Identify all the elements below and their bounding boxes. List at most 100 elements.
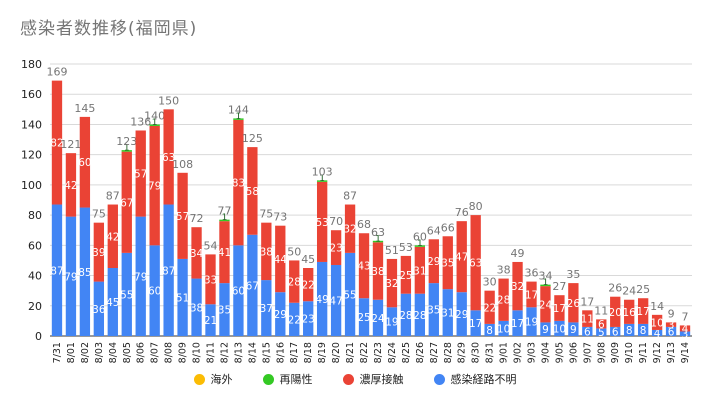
bar-segment (51, 80, 63, 205)
legend-item-unknown-route: 感染経路不明 (433, 371, 517, 387)
bar-segment (372, 240, 384, 243)
segment-label: 6 (598, 319, 605, 331)
segment-label: 24 (539, 299, 553, 311)
segment-label: 23 (329, 243, 342, 255)
segment-label: 1 (236, 112, 242, 122)
bar-segment (400, 293, 412, 336)
bar-segment (107, 268, 118, 336)
x-tick-label: 8/06 (136, 342, 147, 363)
segment-label: 32 (343, 224, 356, 236)
bar-segment (540, 284, 551, 287)
bar-segment (484, 290, 495, 324)
segment-label: 60 (148, 286, 161, 298)
x-tick-label: 8/10 (192, 342, 203, 363)
total-label: 87 (106, 190, 120, 203)
bar-segment (540, 322, 551, 336)
x-tick-label: 8/02 (80, 342, 91, 363)
bar-segment (498, 278, 509, 321)
total-label: 26 (608, 282, 622, 295)
segment-label: 1 (152, 118, 158, 128)
bar-segment (665, 326, 677, 336)
legend-swatch-close-contact (342, 373, 354, 385)
bar-segment (637, 323, 649, 336)
segment-label: 8 (626, 325, 633, 337)
bar-segment (163, 109, 174, 205)
y-tick-label: 180 (21, 58, 42, 71)
total-label: 17 (580, 295, 594, 308)
bar-segment (400, 255, 412, 294)
total-label: 45 (301, 253, 315, 266)
bar-segment (610, 326, 621, 336)
segment-label: 41 (218, 247, 231, 259)
bar-segment (344, 252, 356, 336)
total-label: 25 (636, 283, 650, 296)
x-tick-label: 8/22 (359, 342, 370, 363)
bar-segment (526, 281, 537, 308)
total-label: 140 (144, 109, 165, 122)
total-label: 34 (538, 270, 552, 283)
bar-segment (121, 151, 132, 253)
segment-label: 43 (357, 261, 370, 273)
x-tick-label: 8/29 (457, 342, 468, 363)
y-tick-label: 100 (21, 179, 42, 192)
y-tick-label: 140 (21, 118, 42, 131)
segment-label: 10 (553, 323, 566, 335)
bar-segment (582, 326, 593, 336)
bar-segment (637, 298, 649, 324)
bar-segment (219, 219, 230, 222)
segment-label: 33 (204, 274, 217, 286)
segment-label: 22 (483, 302, 496, 314)
bar-segment (651, 314, 663, 330)
segment-label: 87 (50, 265, 63, 277)
legend-item-overseas: 海外 (193, 371, 233, 387)
bar-segment (456, 221, 467, 293)
segment-label: 9 (542, 324, 549, 336)
segment-label: 29 (455, 309, 468, 321)
total-label: 54 (204, 239, 218, 252)
segment-label: 37 (260, 303, 273, 315)
segment-label: 6 (668, 326, 675, 338)
total-label: 68 (357, 218, 371, 231)
bar-segment (149, 125, 160, 246)
x-tick-label: 8/18 (303, 342, 314, 363)
total-label: 38 (497, 264, 511, 277)
y-tick-label: 60 (28, 239, 42, 252)
segment-label: 47 (329, 295, 342, 307)
segment-label: 8 (640, 325, 647, 337)
segment-label: 35 (427, 305, 440, 317)
segment-label: 21 (204, 315, 217, 327)
bar-segment (219, 283, 230, 336)
bar-segment (442, 289, 453, 336)
total-label: 76 (455, 206, 469, 219)
total-label: 77 (217, 205, 231, 218)
total-label: 73 (273, 211, 287, 224)
bar-segment (205, 304, 216, 336)
segment-label: 25 (357, 312, 370, 324)
segment-label: 28 (413, 310, 426, 322)
legend: 海外 再陽性 濃厚接触 感染経路不明 (0, 371, 710, 387)
segment-label: 17 (553, 303, 566, 315)
segment-label: 55 (120, 289, 133, 301)
total-label: 11 (594, 304, 608, 317)
total-label: 64 (427, 224, 441, 237)
total-label: 123 (116, 135, 137, 148)
bar-segment (149, 124, 160, 126)
bar-segment (93, 281, 105, 336)
segment-label: 19 (385, 317, 398, 329)
bar-segment (442, 236, 453, 290)
segment-label: 67 (246, 280, 259, 292)
bar-segment (93, 222, 105, 282)
x-tick-label: 9/06 (568, 342, 579, 363)
bar-segment (386, 258, 398, 308)
segment-label: 25 (399, 270, 412, 282)
x-tick-label: 7/31 (52, 342, 63, 363)
bar-segment (428, 283, 439, 336)
x-tick-label: 9/12 (652, 342, 663, 363)
x-tick-label: 9/09 (610, 342, 621, 363)
bar-segment (205, 254, 216, 305)
x-tick-label: 8/07 (150, 342, 161, 363)
segment-label: 32 (511, 281, 524, 293)
x-tick-label: 9/07 (582, 342, 593, 363)
bar-segment (330, 264, 342, 336)
